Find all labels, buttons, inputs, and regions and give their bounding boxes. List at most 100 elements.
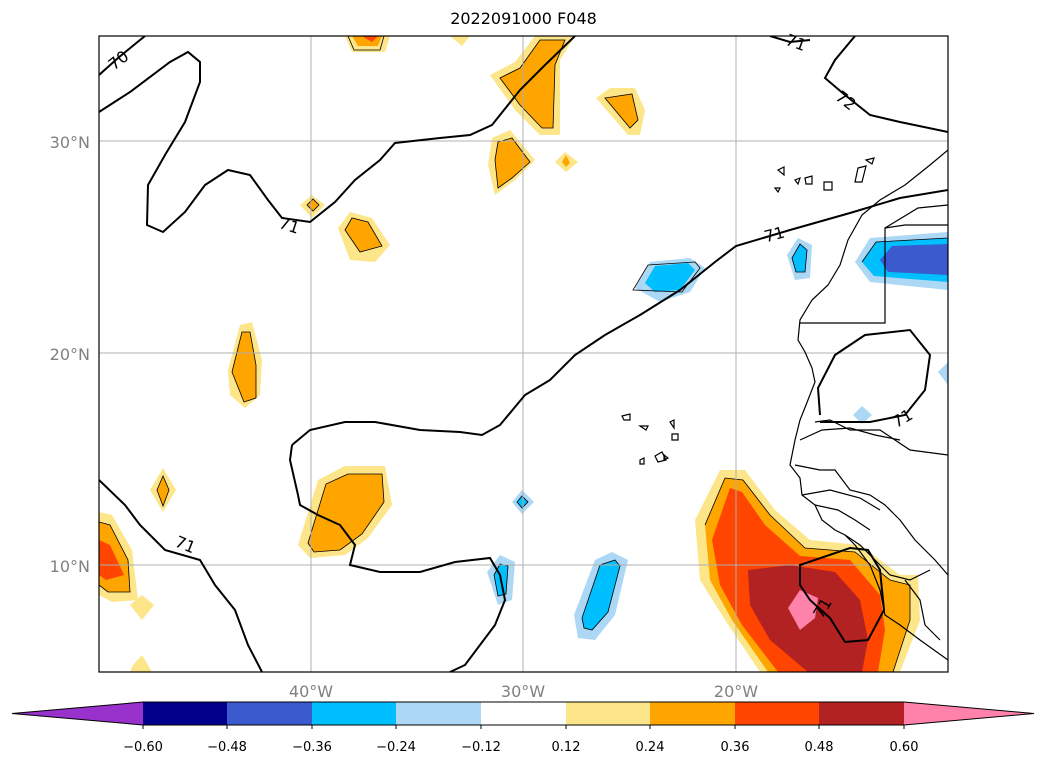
outline: [516, 495, 529, 509]
shading-patch: [130, 595, 154, 620]
shading-patch: [562, 155, 570, 167]
colorbar-extend-min: [12, 702, 143, 725]
border: [814, 504, 871, 531]
colorbar-tick-labels: −0.60 −0.48 −0.36 −0.24 −0.12 0.12 0.24 …: [123, 740, 918, 755]
outline: [791, 243, 808, 273]
isoline-71-top: [769, 36, 811, 44]
colorbar-bin: [312, 702, 396, 725]
island: [654, 451, 667, 463]
shading-patch: [853, 406, 872, 424]
contour-label: 71: [762, 223, 787, 247]
isoline-72: [823, 36, 948, 133]
shading-patch: [645, 263, 695, 292]
colorbar-tick-label: 0.60: [890, 740, 919, 755]
colorbar-bin: [650, 702, 735, 725]
border: [799, 427, 901, 441]
contour-label: 71: [783, 30, 809, 55]
latitude-labels: 30°N 20°N 10°N: [50, 133, 90, 576]
border: [884, 224, 948, 229]
outline: [493, 563, 509, 597]
outline: [499, 39, 566, 129]
outline: [581, 559, 621, 631]
colorbar: [11, 701, 1035, 729]
colorbar-extend-max: [904, 702, 1034, 725]
isoline-71-south: [99, 479, 263, 672]
outline: [99, 521, 131, 593]
outline: [231, 331, 257, 403]
outline: [632, 261, 701, 293]
colorbar-bin: [566, 702, 650, 725]
coastlines: [621, 149, 948, 661]
contour-label: 71: [277, 213, 302, 237]
outline: [494, 137, 531, 189]
island: [804, 175, 813, 185]
outline: [307, 473, 385, 553]
isoline-71-right: [816, 328, 932, 423]
island: [794, 176, 801, 186]
colorbar-tick-label: −0.48: [207, 740, 247, 755]
island: [669, 419, 675, 430]
island: [638, 425, 649, 431]
island: [639, 457, 645, 465]
island: [864, 157, 875, 165]
lat-label-10n: 10°N: [50, 557, 90, 576]
colorbar-tick-label: −0.24: [376, 740, 416, 755]
outline: [344, 217, 383, 253]
isolines: [99, 36, 948, 672]
colorbar-bin: [227, 702, 312, 725]
colorbar-tick-label: 0.48: [805, 740, 834, 755]
isoline-71-bottom: [799, 546, 886, 644]
colorbar-bin: [396, 702, 481, 725]
lon-label-20w: 20°W: [714, 682, 758, 701]
africa-coast: [789, 149, 948, 661]
colorbar-bin: [481, 702, 566, 725]
shading-patch: [880, 244, 948, 275]
island: [621, 413, 631, 421]
contour-label: 71: [889, 405, 916, 432]
border: [814, 419, 948, 456]
graticule: [99, 36, 948, 672]
lat-label-20n: 20°N: [50, 345, 90, 364]
colorbar-tick-label: 0.36: [721, 740, 750, 755]
island: [776, 166, 785, 177]
isoline-71-central: [291, 189, 948, 446]
border: [844, 534, 931, 581]
shading-patch: [308, 474, 384, 552]
shading-patch: [99, 540, 124, 580]
shading-patch: [450, 36, 470, 46]
map-area: [99, 36, 948, 672]
anomaly-outlines: [99, 36, 948, 672]
isoline-71-loop: [288, 444, 507, 672]
lon-label-30w: 30°W: [501, 682, 545, 701]
map-frame: [98, 35, 949, 673]
lon-label-40w: 40°W: [289, 682, 333, 701]
colorbar-bin: [819, 702, 904, 725]
colorbar-tick-label: −0.12: [461, 740, 501, 755]
outline: [604, 93, 639, 129]
outline: [704, 477, 911, 672]
colorbar-tick-label: −0.36: [292, 740, 332, 755]
map-title: 2022091000 F048: [450, 9, 597, 28]
colorbar-bin: [735, 702, 819, 725]
outline: [347, 36, 385, 51]
outline: [861, 237, 948, 263]
colorbar-bin: [143, 702, 227, 725]
shading-patch: [130, 655, 152, 672]
shading-patch: [938, 362, 948, 385]
shading-patch: [792, 244, 807, 272]
island: [663, 453, 670, 461]
island: [854, 165, 867, 183]
lat-label-30n: 30°N: [50, 133, 90, 152]
border: [904, 579, 941, 641]
outline: [156, 474, 170, 508]
shading-patch: [362, 36, 378, 42]
island: [773, 187, 781, 194]
isoline-71-north: [99, 36, 576, 234]
island: [823, 181, 833, 191]
colorbar-tick-label: 0.24: [636, 740, 665, 755]
colorbar-tick-label: −0.60: [123, 740, 163, 755]
longitude-labels: 40°W 30°W 20°W: [289, 682, 758, 701]
shading-patch: [605, 94, 638, 128]
colorbar-tick-label: 0.12: [552, 740, 581, 755]
isoline-70: [99, 36, 146, 76]
